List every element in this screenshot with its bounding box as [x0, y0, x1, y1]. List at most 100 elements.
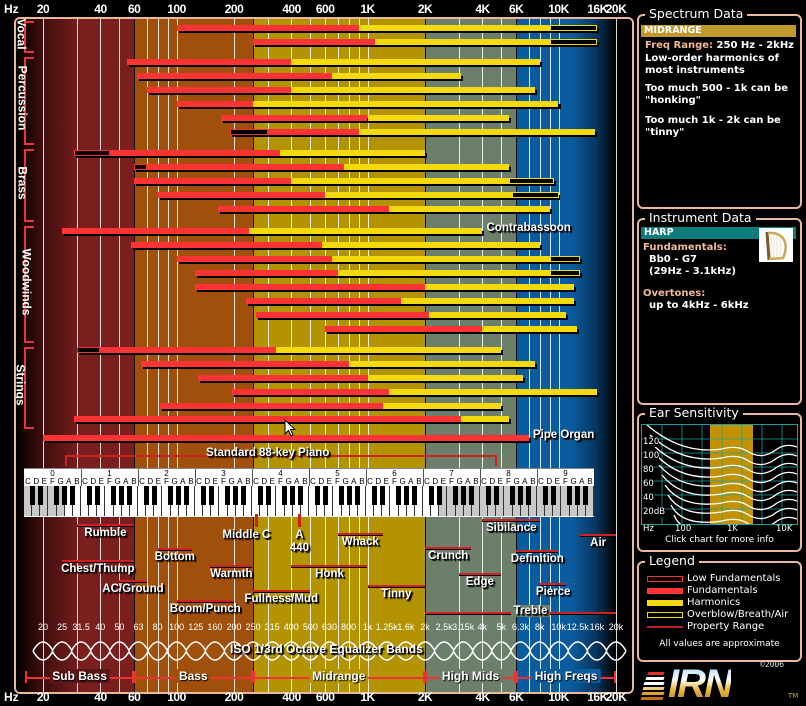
- overblow-bar[interactable]: [508, 178, 555, 184]
- property-range-bar[interactable]: [176, 600, 234, 602]
- fundamentals-bar[interactable]: [245, 298, 402, 304]
- piano-black-key[interactable]: [469, 486, 475, 505]
- property-range-bar[interactable]: [291, 565, 368, 567]
- piano-white-key[interactable]: [211, 486, 220, 516]
- fundamentals-bar[interactable]: [195, 284, 425, 290]
- fundamentals-bar[interactable]: [160, 403, 383, 409]
- piano-white-key[interactable]: [129, 486, 138, 516]
- piano-white-key[interactable]: [553, 486, 562, 516]
- harmonics-bar[interactable]: [331, 73, 462, 79]
- piano-black-key[interactable]: [167, 486, 174, 505]
- ear-caption[interactable]: Click chart for more info: [665, 535, 774, 545]
- property-range-bar[interactable]: [157, 548, 192, 550]
- piano-black-key[interactable]: [338, 486, 345, 505]
- piano-black-key[interactable]: [184, 486, 190, 505]
- piano-black-key[interactable]: [452, 486, 459, 505]
- piano-black-key[interactable]: [224, 486, 231, 505]
- property-label[interactable]: Treble: [510, 605, 551, 617]
- piano-black-key[interactable]: [355, 486, 361, 505]
- fundamentals-bar[interactable]: [198, 375, 368, 381]
- harmonics-bar[interactable]: [291, 87, 535, 93]
- property-label[interactable]: Whack: [341, 536, 379, 548]
- range-label-midrange[interactable]: Midrange: [309, 669, 369, 683]
- piano-white-key[interactable]: [97, 486, 106, 516]
- range-label-sub-bass[interactable]: Sub Bass: [49, 669, 110, 683]
- piano-black-key[interactable]: [298, 486, 304, 505]
- range-label-high-mids[interactable]: High Mids: [438, 669, 503, 683]
- harmonics-bar[interactable]: [322, 242, 540, 248]
- piano-black-key[interactable]: [371, 486, 377, 505]
- fundamentals-bar[interactable]: [146, 164, 344, 170]
- property-label[interactable]: Edge: [465, 576, 494, 588]
- harmonics-bar[interactable]: [389, 389, 598, 395]
- harmonics-bar[interactable]: [401, 298, 574, 304]
- harmonics-bar[interactable]: [358, 25, 550, 31]
- piano-black-key[interactable]: [395, 486, 402, 505]
- piano-black-key[interactable]: [322, 486, 328, 505]
- piano-black-key[interactable]: [176, 486, 182, 505]
- property-label[interactable]: Crunch: [428, 550, 469, 562]
- overblow-bar[interactable]: [549, 25, 598, 31]
- fundamentals-bar[interactable]: [218, 206, 390, 212]
- property-label[interactable]: Air: [590, 537, 607, 549]
- piano-black-key[interactable]: [290, 486, 296, 505]
- fundamentals-bar[interactable]: [61, 228, 250, 234]
- piano-white-key[interactable]: [382, 486, 391, 516]
- property-label[interactable]: Pierce: [535, 586, 571, 598]
- harmonics-bar[interactable]: [382, 403, 501, 409]
- harmonics-bar[interactable]: [461, 416, 509, 422]
- low-fundamentals-bar[interactable]: [73, 150, 111, 156]
- fundamentals-bar[interactable]: [126, 59, 292, 65]
- piano-white-key[interactable]: [154, 486, 163, 516]
- fundamentals-bar[interactable]: [252, 39, 376, 45]
- piano-black-key[interactable]: [485, 486, 491, 505]
- fundamentals-bar[interactable]: [136, 73, 332, 79]
- piano-black-key[interactable]: [37, 486, 43, 505]
- piano-black-key[interactable]: [583, 486, 589, 505]
- harmonics-bar[interactable]: [348, 361, 535, 367]
- piano-white-key[interactable]: [300, 486, 309, 516]
- low-fundamentals-bar[interactable]: [134, 164, 147, 170]
- fundamentals-bar[interactable]: [131, 242, 323, 248]
- fundamentals-bar[interactable]: [176, 256, 332, 262]
- piano-black-key[interactable]: [575, 486, 581, 505]
- piano-black-key[interactable]: [265, 486, 271, 505]
- frequency-chart[interactable]: VocalPercussionBrassWoodwindsStringsMale…: [14, 17, 634, 694]
- piano-white-key[interactable]: [414, 486, 423, 516]
- harmonics-bar[interactable]: [358, 129, 595, 135]
- piano-black-key[interactable]: [550, 486, 556, 505]
- harmonics-bar[interactable]: [337, 270, 550, 276]
- piano-black-key[interactable]: [436, 486, 442, 505]
- harmonics-bar[interactable]: [425, 284, 574, 290]
- harmonics-bar[interactable]: [375, 39, 550, 45]
- property-range-bar[interactable]: [425, 547, 472, 549]
- property-range-bar[interactable]: [458, 573, 501, 575]
- piano-black-key[interactable]: [314, 486, 320, 505]
- piano-white-key[interactable]: [585, 486, 594, 516]
- property-range-bar[interactable]: [516, 550, 559, 552]
- piano-black-key[interactable]: [127, 486, 133, 505]
- property-range-bar[interactable]: [580, 534, 616, 536]
- fundamentals-bar[interactable]: [267, 129, 359, 135]
- property-label[interactable]: Definition: [510, 553, 564, 565]
- piano-white-key[interactable]: [528, 486, 537, 516]
- piano-black-key[interactable]: [208, 486, 214, 505]
- property-range-bar[interactable]: [252, 590, 310, 592]
- piano-black-key[interactable]: [542, 486, 548, 505]
- fundamentals-bar[interactable]: [110, 150, 281, 156]
- harmonics-bar[interactable]: [249, 228, 483, 234]
- fundamentals-bar[interactable]: [43, 435, 529, 441]
- fundamentals-bar[interactable]: [176, 25, 359, 31]
- harmonics-bar[interactable]: [325, 192, 512, 198]
- piano-black-key[interactable]: [29, 486, 35, 505]
- piano-white-key[interactable]: [243, 486, 252, 516]
- low-fundamentals-bar[interactable]: [229, 129, 268, 135]
- piano-white-key[interactable]: [268, 486, 277, 516]
- fundamentals-bar[interactable]: [195, 270, 338, 276]
- piano-black-key[interactable]: [143, 486, 149, 505]
- piano-white-key[interactable]: [357, 486, 366, 516]
- property-label[interactable]: AC/Ground: [102, 583, 164, 595]
- piano-white-key[interactable]: [186, 486, 195, 516]
- property-label[interactable]: Honk: [315, 568, 344, 580]
- piano-black-key[interactable]: [347, 486, 353, 505]
